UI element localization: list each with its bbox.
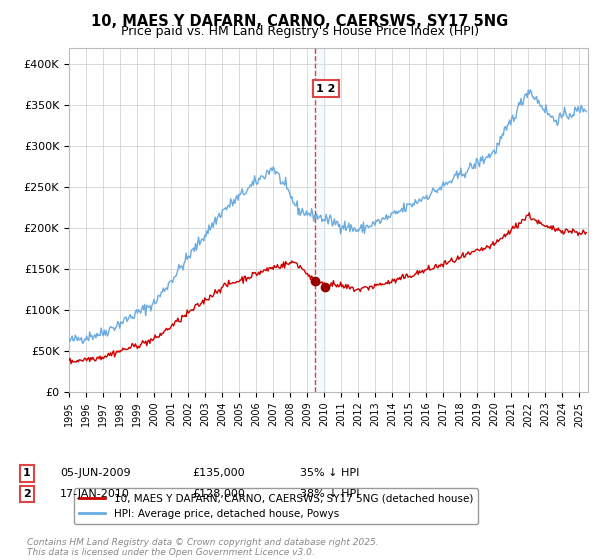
Text: 10, MAES Y DAFARN, CARNO, CAERSWS, SY17 5NG: 10, MAES Y DAFARN, CARNO, CAERSWS, SY17 … [91,14,509,29]
Text: 38% ↓ HPI: 38% ↓ HPI [300,489,359,499]
Text: 2: 2 [23,489,31,499]
Bar [314,48,325,392]
Text: £128,000: £128,000 [192,489,245,499]
Text: 1: 1 [23,468,31,478]
Text: 1 2: 1 2 [316,83,335,94]
Text: Price paid vs. HM Land Registry's House Price Index (HPI): Price paid vs. HM Land Registry's House … [121,25,479,38]
Text: 17-JAN-2010: 17-JAN-2010 [60,489,130,499]
Text: 35% ↓ HPI: 35% ↓ HPI [300,468,359,478]
Text: £135,000: £135,000 [192,468,245,478]
Text: Contains HM Land Registry data © Crown copyright and database right 2025.
This d: Contains HM Land Registry data © Crown c… [27,538,379,557]
Text: 05-JUN-2009: 05-JUN-2009 [60,468,131,478]
Legend: 10, MAES Y DAFARN, CARNO, CAERSWS, SY17 5NG (detached house), HPI: Average price: 10, MAES Y DAFARN, CARNO, CAERSWS, SY17 … [74,488,478,524]
